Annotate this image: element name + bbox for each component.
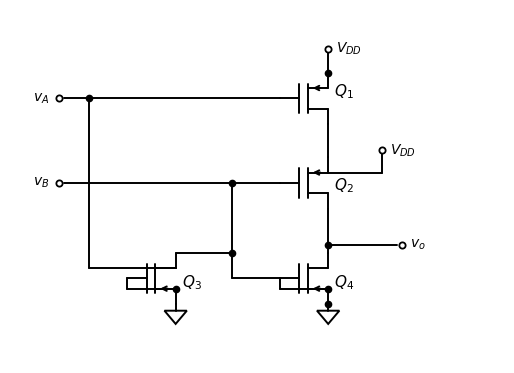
Text: $V_{DD}$: $V_{DD}$	[390, 142, 416, 159]
Text: $v_A$: $v_A$	[33, 91, 49, 106]
Text: $V_{DD}$: $V_{DD}$	[336, 41, 362, 57]
Text: $v_B$: $v_B$	[33, 176, 49, 190]
Text: $v_o$: $v_o$	[410, 237, 425, 252]
Text: $Q_1$: $Q_1$	[334, 82, 354, 101]
Text: $Q_2$: $Q_2$	[334, 176, 354, 195]
Text: $Q_4$: $Q_4$	[334, 273, 354, 292]
Text: $Q_3$: $Q_3$	[182, 273, 201, 292]
